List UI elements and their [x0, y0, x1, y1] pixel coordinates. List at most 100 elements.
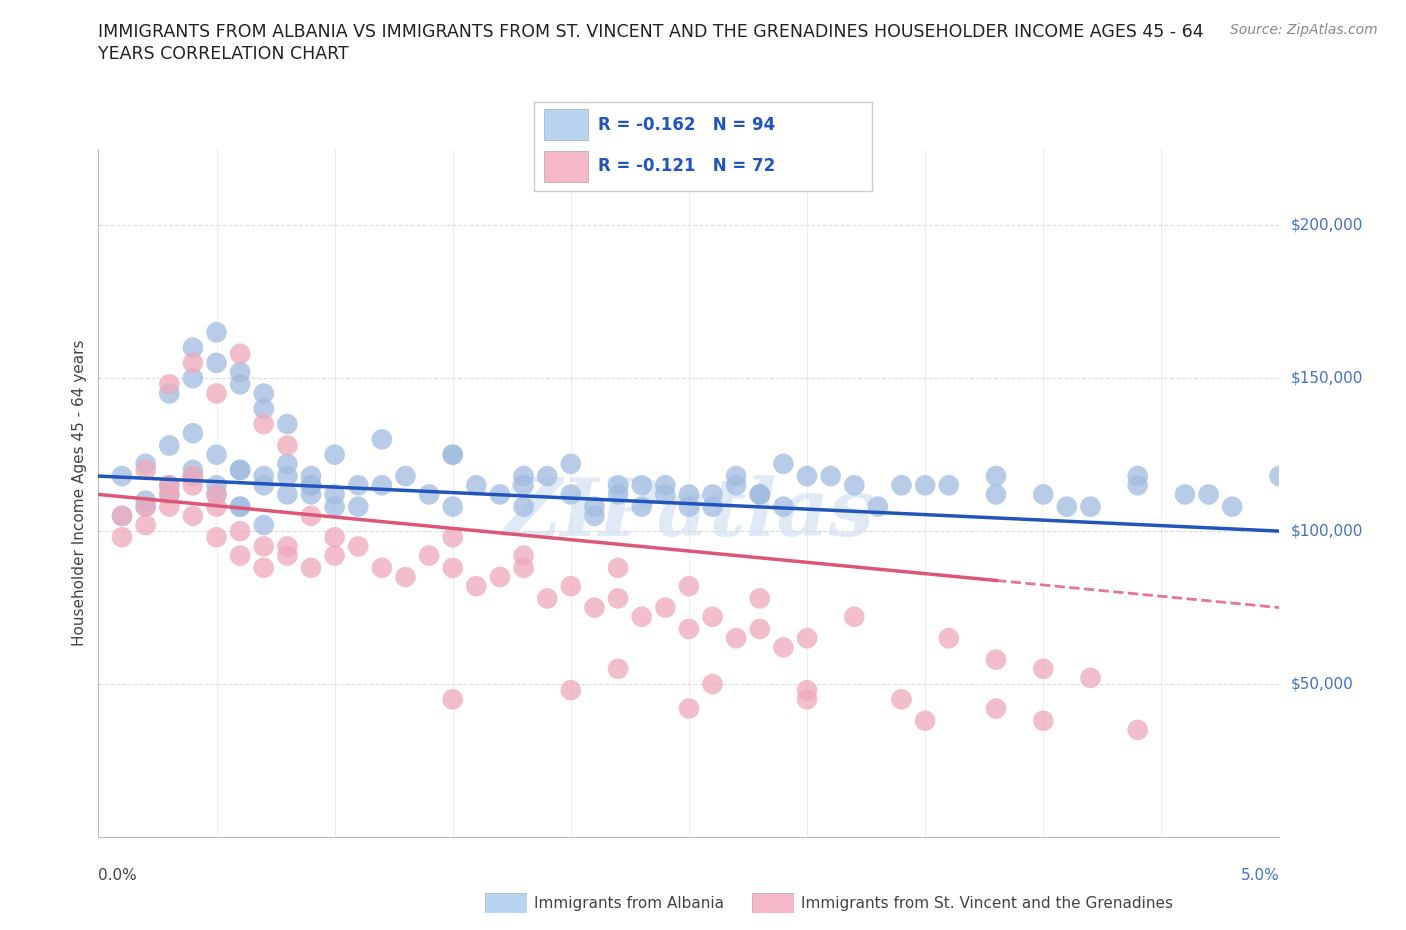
Text: ZIPatlas: ZIPatlas: [503, 475, 875, 552]
Point: [371, 561, 394, 576]
Point: [299, 478, 322, 493]
Point: [276, 539, 298, 554]
Point: [229, 365, 252, 379]
Point: [630, 609, 652, 624]
Point: [157, 487, 180, 502]
Point: [205, 355, 228, 370]
Point: [560, 683, 582, 698]
Point: [157, 478, 180, 493]
Point: [844, 609, 866, 624]
Point: [772, 457, 794, 472]
Point: [111, 469, 134, 484]
Point: [205, 487, 228, 502]
Point: [441, 530, 464, 545]
Point: [796, 683, 818, 698]
Point: [583, 600, 606, 615]
Point: [205, 447, 228, 462]
Y-axis label: Householder Income Ages 45 - 64 years: Householder Income Ages 45 - 64 years: [72, 339, 87, 646]
Point: [630, 499, 652, 514]
Point: [1032, 661, 1054, 676]
Text: Immigrants from St. Vincent and the Grenadines: Immigrants from St. Vincent and the Gren…: [801, 897, 1174, 911]
Point: [607, 661, 630, 676]
Point: [1032, 713, 1054, 728]
Point: [418, 548, 440, 563]
Point: [111, 509, 134, 524]
Point: [157, 438, 180, 453]
Point: [229, 462, 252, 477]
Point: [678, 701, 700, 716]
Point: [1080, 671, 1102, 685]
Point: [253, 539, 276, 554]
Point: [229, 377, 252, 392]
Text: $100,000: $100,000: [1291, 524, 1362, 538]
Point: [583, 499, 606, 514]
Point: [512, 499, 534, 514]
Point: [725, 469, 748, 484]
Point: [135, 518, 157, 533]
Point: [748, 487, 770, 502]
Point: [371, 432, 394, 446]
Point: [678, 621, 700, 636]
Point: [938, 478, 960, 493]
Text: YEARS CORRELATION CHART: YEARS CORRELATION CHART: [98, 45, 349, 62]
Point: [560, 578, 582, 593]
Point: [205, 530, 228, 545]
Text: $150,000: $150,000: [1291, 371, 1362, 386]
Point: [181, 478, 204, 493]
Point: [702, 609, 724, 624]
Point: [844, 478, 866, 493]
Point: [654, 600, 676, 615]
Point: [157, 377, 180, 392]
Point: [702, 677, 724, 692]
Point: [276, 457, 298, 472]
Point: [441, 447, 464, 462]
Point: [253, 561, 276, 576]
Point: [702, 499, 724, 514]
Point: [205, 386, 228, 401]
Point: [205, 325, 228, 339]
Point: [748, 591, 770, 605]
Point: [890, 478, 912, 493]
Point: [1220, 499, 1243, 514]
Point: [465, 478, 488, 493]
Point: [748, 621, 770, 636]
Point: [678, 487, 700, 502]
Point: [299, 478, 322, 493]
Text: $50,000: $50,000: [1291, 676, 1354, 692]
Point: [654, 478, 676, 493]
Point: [299, 487, 322, 502]
Point: [323, 499, 346, 514]
Point: [984, 652, 1007, 667]
Point: [135, 499, 157, 514]
Point: [796, 692, 818, 707]
Point: [299, 469, 322, 484]
Point: [748, 487, 770, 502]
Point: [1268, 469, 1291, 484]
Point: [796, 469, 818, 484]
Point: [135, 457, 157, 472]
Point: [111, 509, 134, 524]
Point: [866, 499, 889, 514]
Text: Source: ZipAtlas.com: Source: ZipAtlas.com: [1230, 23, 1378, 37]
Point: [347, 478, 370, 493]
Point: [323, 447, 346, 462]
Point: [678, 578, 700, 593]
Point: [914, 478, 936, 493]
Point: [1126, 469, 1149, 484]
Point: [276, 417, 298, 432]
Point: [135, 462, 157, 477]
Point: [276, 438, 298, 453]
Point: [323, 530, 346, 545]
Point: [181, 462, 204, 477]
Point: [772, 499, 794, 514]
Point: [253, 386, 276, 401]
Point: [135, 499, 157, 514]
Point: [276, 548, 298, 563]
Point: [253, 402, 276, 417]
Point: [323, 487, 346, 502]
Text: 0.0%: 0.0%: [98, 868, 138, 883]
Point: [253, 469, 276, 484]
Point: [157, 499, 180, 514]
Point: [229, 462, 252, 477]
Point: [465, 578, 488, 593]
